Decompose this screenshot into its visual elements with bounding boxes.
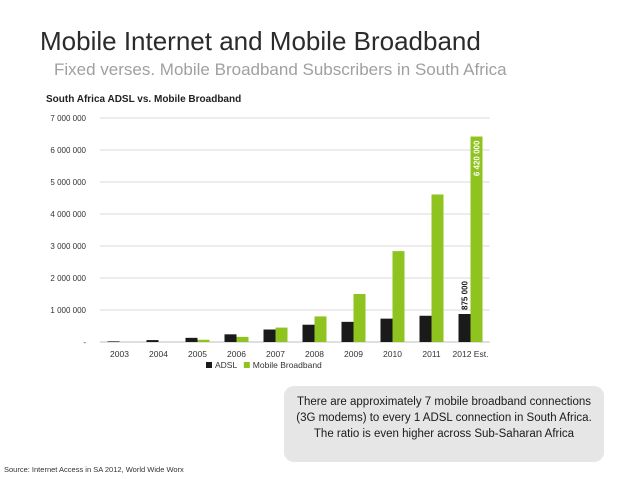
bar-adsl [224,334,237,342]
bar-mobile-broadband [353,294,366,342]
bar-chart: - 1 000 000 2 000 000 3 000 000 4 000 000 5 0… [50,114,490,370]
x-tick-label: 2004 [149,349,168,359]
bar-adsl [107,341,120,342]
source-note: Source: Internet Access in SA 2012, Worl… [4,465,184,474]
bar-adsl [263,329,276,342]
x-tick-label: 2003 [110,349,129,359]
bar-adsl [146,340,159,342]
bar-adsl [302,324,315,342]
x-tick-label: 2008 [305,349,324,359]
legend-swatch-adsl [206,362,212,368]
bar-mobile-broadband [392,251,405,342]
y-tick-label: 6 000 000 [50,146,86,155]
bar-mobile-broadband [197,339,210,342]
bar-mobile-broadband [431,194,444,342]
x-tick-label: 2011 [422,349,441,359]
y-tick-label: 7 000 000 [50,114,86,123]
data-label: 875 000 [461,281,470,310]
x-tick-label: 2007 [266,349,285,359]
x-tick-label: 2009 [344,349,363,359]
x-tick-label: 2006 [227,349,246,359]
bar-mobile-broadband [275,327,288,342]
y-tick-label: - [83,338,86,347]
x-tick-label: 2010 [383,349,402,359]
x-tick-label: 2005 [188,349,207,359]
callout-box: There are approximately 7 mobile broadba… [284,386,604,462]
data-label: 6 420 000 [473,140,482,176]
y-tick-label: 2 000 000 [50,274,86,283]
bar-mobile-broadband [236,336,249,342]
legend-label: Mobile Broadband [253,360,322,370]
legend-label: ADSL [215,360,237,370]
y-tick-label: 4 000 000 [50,210,86,219]
slide-subtitle: Fixed verses. Mobile Broadband Subscribe… [54,60,507,79]
bar-adsl [341,321,354,342]
bar-mobile-broadband [314,316,327,342]
chart-title: South Africa ADSL vs. Mobile Broadband [46,94,242,105]
bar-adsl [185,337,198,342]
x-tick-label: 2012 Est. [453,349,489,359]
legend-swatch-mobile-broadband [243,362,250,368]
y-tick-label: 1 000 000 [50,306,86,315]
bar-adsl [458,314,471,342]
bar-adsl [419,315,432,342]
bar-adsl [380,318,393,342]
callout-text: There are approximately 7 mobile broadba… [296,396,592,440]
bar-mobile-broadband [470,136,483,342]
y-tick-label: 3 000 000 [50,242,86,251]
slide-title: Mobile Internet and Mobile Broadband [40,26,481,56]
y-tick-label: 5 000 000 [50,178,86,187]
